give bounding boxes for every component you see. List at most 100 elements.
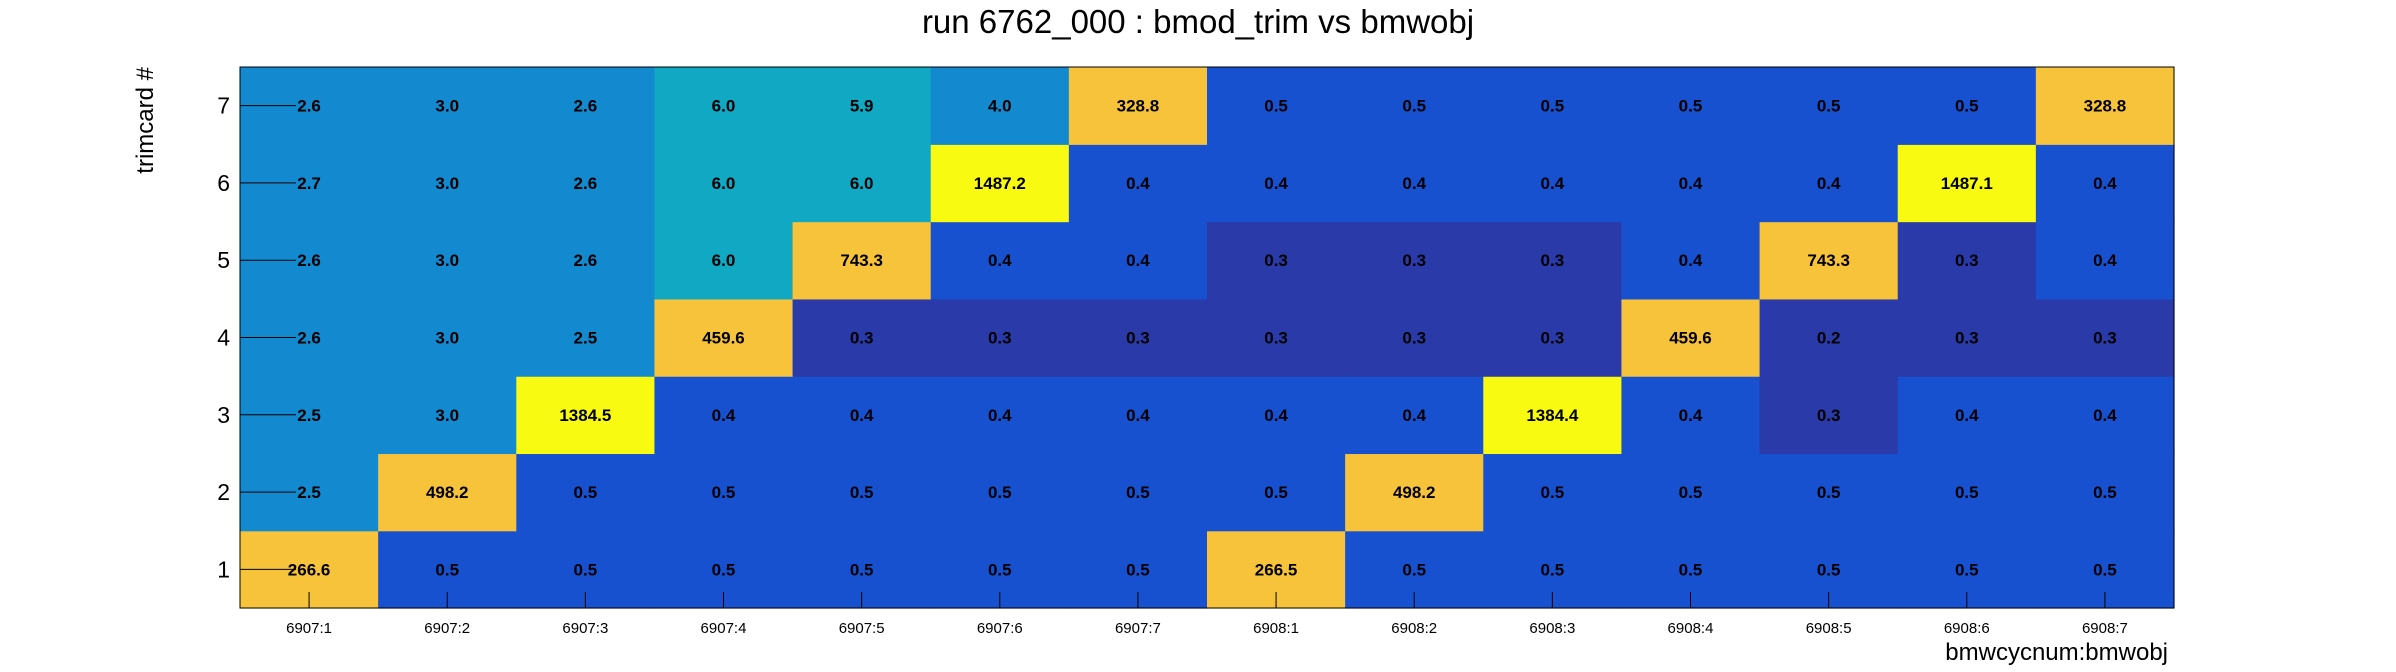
heatmap-cell [930,453,1070,532]
cell-value-label: 1487.2 [974,174,1026,193]
heatmap-cell [1345,376,1484,455]
heatmap-cell [1068,298,1208,377]
x-axis-title: bmwcycnum:bmwobj [1945,639,2168,666]
cell-value-label: 0.3 [2093,329,2117,348]
cell-value-label: 0.5 [1955,483,1979,502]
heatmap-cell [378,453,517,532]
heatmap-cell [1621,144,1761,223]
cell-value-label: 0.3 [1817,406,1841,425]
heatmap-cell [930,67,1070,145]
cell-value-label: 0.5 [1679,97,1703,116]
cell-value-label: 0.5 [1541,97,1565,116]
cell-value-label: 0.4 [1679,406,1703,425]
heatmap-cell [792,453,932,532]
cell-value-label: 0.5 [574,483,598,502]
cell-value-label: 498.2 [426,483,469,502]
cell-value-label: 0.3 [1264,251,1288,270]
cell-value-label: 0.5 [2093,560,2117,579]
heatmap-cell [1207,376,1346,455]
cell-value-label: 0.5 [1541,560,1565,579]
heatmap-cell [792,298,932,377]
heatmap-cell [2035,67,2175,145]
heatmap-cell [1483,298,1623,377]
heatmap-cell [378,376,517,455]
cell-value-label: 6.0 [712,97,736,116]
x-tick-label: 6907:3 [562,620,608,637]
cell-value-label: 459.6 [702,329,745,348]
cell-value-label: 0.4 [1264,174,1288,193]
y-tick-label: 2 [217,479,230,505]
heatmap-cell [1897,67,2037,145]
cell-value-label: 0.3 [1955,251,1979,270]
heatmap-cell [516,376,656,455]
cell-value-label: 0.5 [435,560,459,579]
x-tick-label: 6907:5 [839,620,885,637]
cell-value-label: 0.5 [1126,560,1150,579]
heatmap-cell [1897,376,2037,455]
heatmap-cell [792,144,932,223]
cell-value-label: 5.9 [850,97,874,116]
cell-value-label: 3.0 [435,174,459,193]
x-tick-label: 6908:4 [1668,620,1714,637]
cell-value-label: 0.5 [1264,483,1288,502]
cell-value-label: 1487.1 [1941,174,1993,193]
heatmap-cell [654,67,794,145]
y-tick-label: 3 [217,402,230,428]
cell-value-label: 0.3 [988,329,1012,348]
cell-value-label: 2.6 [574,97,598,116]
cell-value-label: 0.4 [1126,251,1150,270]
heatmap-cell [2035,376,2175,455]
cell-value-label: 328.8 [2084,97,2127,116]
cell-value-label: 0.5 [712,483,736,502]
cell-value-label: 0.4 [1402,406,1426,425]
cell-value-label: 0.5 [1541,483,1565,502]
heatmap-cell [1483,453,1623,532]
cell-value-label: 3.0 [435,329,459,348]
heatmap-cell [2035,453,2175,532]
heatmap-cell [378,298,517,377]
cell-value-label: 0.5 [850,560,874,579]
x-tick-label: 6908:5 [1806,620,1852,637]
cell-value-label: 0.5 [2093,483,2117,502]
heatmap-cell [1345,298,1484,377]
heatmap-cell [1897,221,2037,300]
cell-value-label: 0.5 [850,483,874,502]
heatmap-cell [1621,376,1761,455]
cell-value-label: 266.5 [1255,560,1298,579]
cell-value-label: 0.5 [1955,560,1979,579]
cell-value-label: 0.5 [1402,97,1426,116]
heatmap-cell [378,144,517,223]
heatmap-cell [1621,221,1761,300]
cell-value-label: 3.0 [435,97,459,116]
heatmap-cell [1759,144,1899,223]
cell-value-label: 0.4 [2093,251,2117,270]
heatmap-cell [1483,376,1623,455]
y-tick-label: 1 [217,556,230,582]
heatmap-cell [654,376,794,455]
cell-value-label: 2.6 [574,174,598,193]
cell-value-label: 2.6 [297,329,321,348]
heatmap-cell [930,376,1070,455]
heatmap-cell [516,67,656,145]
cell-value-label: 0.4 [1955,406,1979,425]
heatmap-cell [2035,298,2175,377]
cell-value-label: 3.0 [435,406,459,425]
heatmap-cell [1345,453,1484,532]
heatmap-cell [1483,144,1623,223]
cell-value-label: 0.4 [988,406,1012,425]
cell-value-label: 0.5 [1679,483,1703,502]
cell-value-label: 2.5 [574,329,598,348]
chart-title: run 6762_000 : bmod_trim vs bmwobj [922,3,1474,40]
cell-value-label: 0.5 [1126,483,1150,502]
heatmap-cell [1759,298,1899,377]
cell-value-label: 2.6 [574,251,598,270]
cell-value-label: 2.6 [297,251,321,270]
cell-value-label: 0.3 [1402,329,1426,348]
heatmap-cell [2035,221,2175,300]
x-tick-label: 6907:7 [1115,620,1161,637]
heatmap-cell [1345,67,1484,145]
cell-value-label: 0.3 [1541,329,1565,348]
cell-value-label: 743.3 [840,251,883,270]
heatmap-cell [1483,221,1623,300]
cell-value-label: 459.6 [1669,329,1712,348]
